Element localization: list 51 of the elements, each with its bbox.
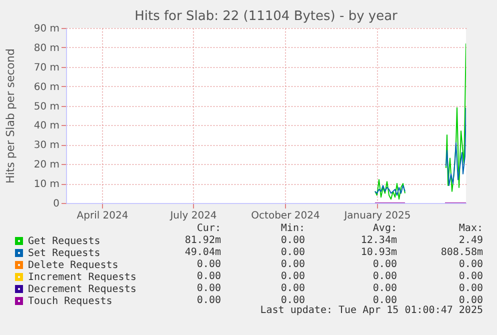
- chart-title: Hits for Slab: 22 (11104 Bytes) - by year: [134, 9, 398, 24]
- x-tick-label: October 2024: [251, 210, 320, 222]
- text: 0.00: [196, 271, 221, 283]
- y-tick-label: 30 m: [34, 140, 60, 152]
- y-axis-title: Hits per Slab per second: [4, 48, 17, 184]
- x-tick-label: July 2024: [169, 210, 217, 222]
- y-tick-label: 0: [53, 198, 60, 210]
- text: 0.00: [372, 283, 397, 295]
- text: 2.49: [458, 235, 483, 247]
- y-tick-label: 60 m: [34, 82, 60, 93]
- text: Min:: [280, 223, 305, 235]
- text: 12.34m: [360, 235, 397, 247]
- text: Cur:: [196, 223, 221, 235]
- text: 0.00: [196, 295, 221, 307]
- text: Last update: Tue Apr 15 01:00:47 2025: [260, 305, 483, 317]
- text: Max:: [458, 223, 483, 235]
- text: 0.00: [280, 283, 305, 295]
- y-tick-label: 90 m: [34, 24, 60, 34]
- text: 0.00: [372, 271, 397, 283]
- y-tick-label: 10 m: [34, 179, 60, 190]
- legend-label: Increment Requests: [28, 272, 136, 283]
- y-tick-label: 80 m: [34, 42, 60, 54]
- text: 0.00: [372, 295, 397, 306]
- text: 0.00: [280, 247, 305, 259]
- text: 49.04m: [184, 247, 221, 259]
- y-tick-label: 70 m: [34, 62, 60, 74]
- x-tick-label: January 2025: [343, 210, 411, 222]
- text: Avg:: [372, 223, 397, 235]
- x-tick-label: April 2024: [76, 210, 128, 222]
- text: 0.00: [280, 271, 305, 283]
- legend-label: Touch Requests: [28, 296, 112, 307]
- text: 0.00: [458, 283, 483, 295]
- text: 0.00: [280, 235, 305, 247]
- legend-label: Set Requests: [28, 248, 100, 259]
- text: 10.93m: [360, 247, 397, 259]
- text: 808.58m: [440, 247, 483, 259]
- y-tick-label: 40 m: [34, 120, 60, 132]
- text: 0.00: [280, 259, 305, 271]
- legend-label: Decrement Requests: [28, 284, 136, 295]
- text: 0.00: [458, 295, 483, 306]
- y-tick-label: 20 m: [34, 160, 60, 171]
- text: 0.00: [196, 259, 221, 271]
- text: 0.00: [458, 271, 483, 283]
- text: 81.92m: [184, 235, 221, 247]
- legend-label: Get Requests: [28, 236, 100, 247]
- text: 0.00: [280, 295, 305, 306]
- text: 0.00: [196, 283, 221, 295]
- text: 0.00: [372, 259, 397, 271]
- legend-label: Delete Requests: [28, 260, 118, 271]
- text: 0.00: [458, 259, 483, 271]
- y-tick-label: 50 m: [34, 101, 60, 112]
